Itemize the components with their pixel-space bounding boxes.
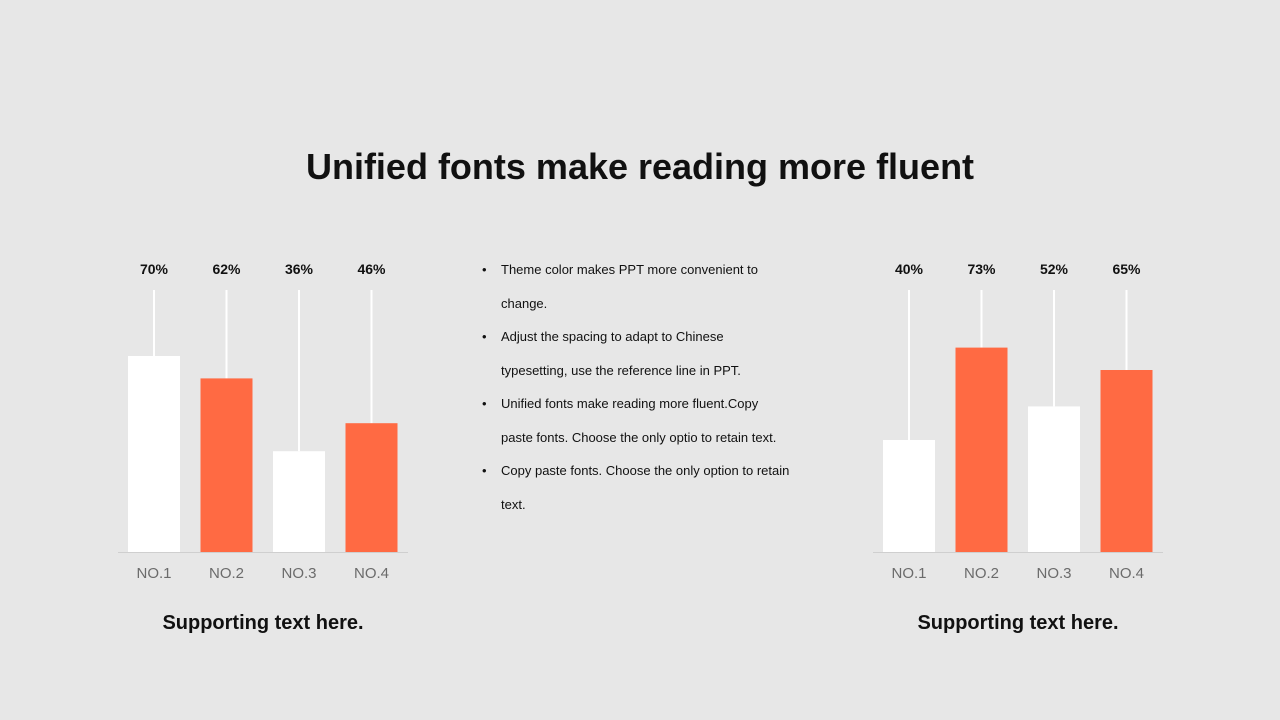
- data-label: 70%: [140, 261, 169, 277]
- data-label: 40%: [895, 261, 924, 277]
- bar-no3: [273, 451, 325, 552]
- data-label: 46%: [357, 261, 386, 277]
- bar-no2: [200, 378, 253, 552]
- bullet-item: Adjust the spacing to adapt to Chinese t…: [482, 320, 792, 387]
- data-label: 62%: [212, 261, 241, 277]
- category-label: NO.1: [136, 565, 171, 582]
- bar-no4: [1100, 370, 1153, 552]
- category-label: NO.1: [891, 565, 926, 582]
- bar-no2: [955, 347, 1008, 552]
- data-label: 36%: [285, 261, 314, 277]
- slide-title: Unified fonts make reading more fluent: [305, 146, 975, 187]
- bar-no1: [128, 356, 180, 552]
- bullet-list: Theme color makes PPT more convenient to…: [482, 253, 792, 521]
- left-chart-caption: Supporting text here.: [162, 612, 364, 634]
- category-label: NO.3: [281, 565, 316, 582]
- category-label: NO.2: [209, 565, 244, 582]
- category-label: NO.4: [354, 565, 389, 582]
- bar-no1: [883, 440, 935, 552]
- category-label: NO.4: [1109, 565, 1144, 582]
- data-label: 65%: [1112, 261, 1141, 277]
- bar-no4: [345, 423, 398, 552]
- bullet-item: Copy paste fonts. Choose the only option…: [482, 454, 792, 521]
- bar-no3: [1028, 406, 1080, 552]
- bullet-item: Theme color makes PPT more convenient to…: [482, 253, 792, 320]
- category-label: NO.3: [1036, 565, 1071, 582]
- data-label: 73%: [967, 261, 996, 277]
- data-label: 52%: [1040, 261, 1069, 277]
- bullet-item: Unified fonts make reading more fluent.C…: [482, 387, 792, 454]
- category-label: NO.2: [964, 565, 999, 582]
- right-chart-caption: Supporting text here.: [917, 612, 1119, 634]
